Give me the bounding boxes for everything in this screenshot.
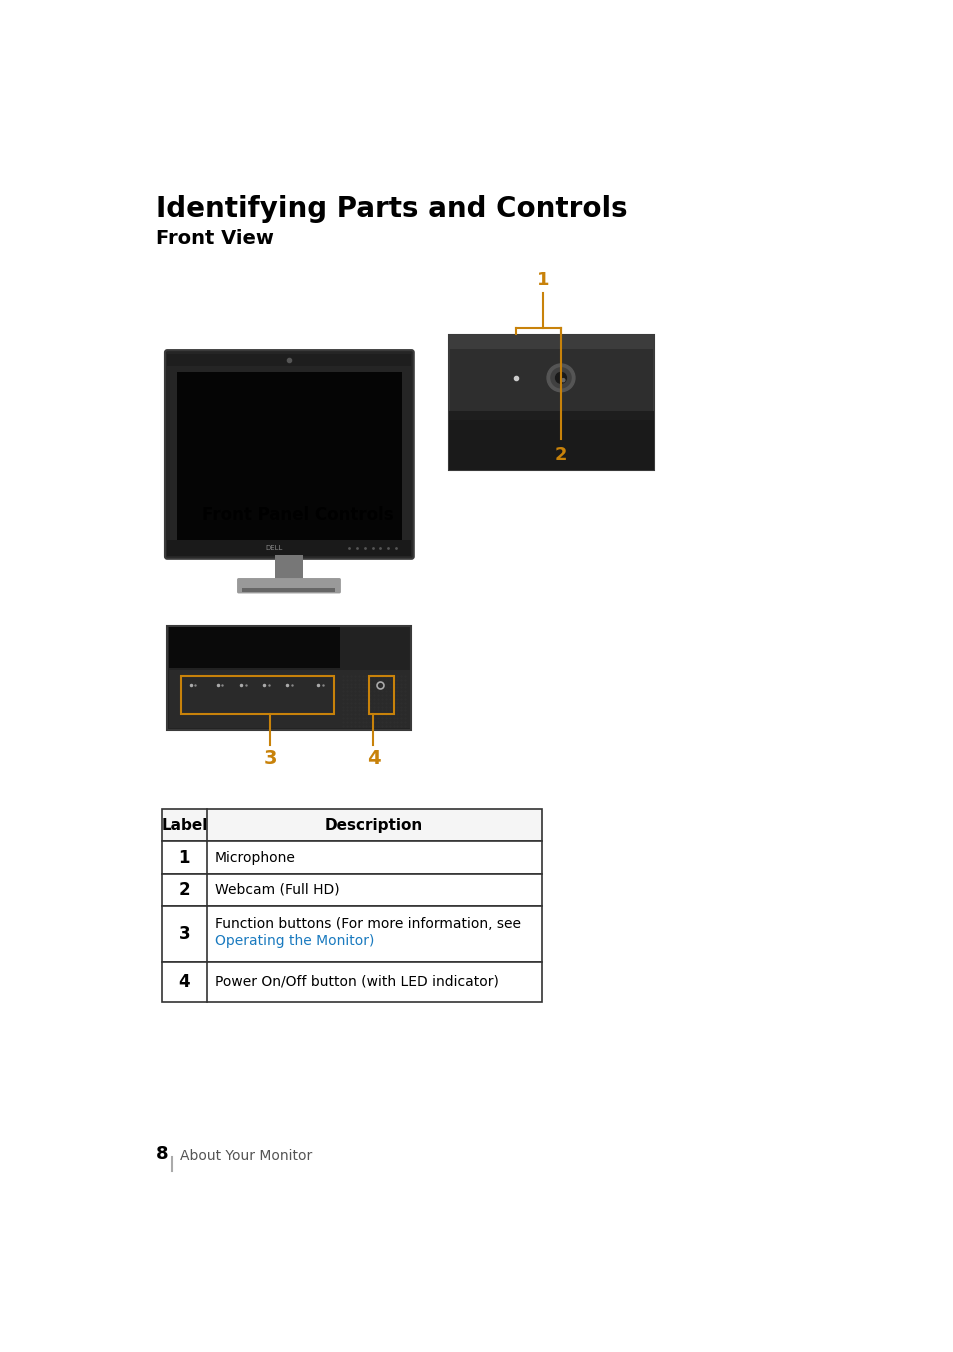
Text: 4: 4 xyxy=(178,972,190,991)
Text: DELL: DELL xyxy=(265,545,282,552)
Text: Description: Description xyxy=(325,818,423,833)
Bar xyxy=(448,420,654,470)
Text: Power On/Off button (with LED indicator): Power On/Off button (with LED indicator) xyxy=(214,975,497,988)
Text: 3: 3 xyxy=(263,749,276,768)
Text: About Your Monitor: About Your Monitor xyxy=(179,1149,312,1163)
Circle shape xyxy=(550,368,571,388)
Bar xyxy=(169,627,340,668)
Text: 8: 8 xyxy=(155,1145,168,1163)
Text: 1: 1 xyxy=(178,849,190,867)
Bar xyxy=(162,841,541,873)
Circle shape xyxy=(561,379,564,381)
Text: Front Panel Controls: Front Panel Controls xyxy=(201,507,393,525)
Bar xyxy=(448,335,654,349)
Bar xyxy=(167,626,411,730)
Text: Webcam (Full HD): Webcam (Full HD) xyxy=(214,883,339,896)
Bar xyxy=(162,961,541,1002)
Text: Function buttons (For more information, see: Function buttons (For more information, … xyxy=(214,917,520,930)
Bar xyxy=(162,906,541,961)
Text: Front View: Front View xyxy=(155,230,274,249)
Bar xyxy=(167,539,411,557)
Bar xyxy=(369,676,394,714)
Text: Operating the Monitor): Operating the Monitor) xyxy=(214,934,374,948)
Text: 4: 4 xyxy=(366,749,380,768)
Bar xyxy=(162,808,541,841)
Bar xyxy=(162,873,541,906)
Bar xyxy=(274,554,303,581)
Text: 3: 3 xyxy=(178,925,190,942)
Text: 2: 2 xyxy=(178,882,190,899)
FancyBboxPatch shape xyxy=(236,579,340,594)
Text: 1: 1 xyxy=(537,272,549,289)
FancyBboxPatch shape xyxy=(165,350,414,558)
Bar xyxy=(181,676,334,714)
Circle shape xyxy=(555,372,566,383)
Text: Label: Label xyxy=(161,818,208,833)
Text: Identifying Parts and Controls: Identifying Parts and Controls xyxy=(155,195,627,223)
Bar xyxy=(448,411,654,420)
Bar xyxy=(448,335,654,470)
Bar xyxy=(169,671,410,729)
Circle shape xyxy=(546,364,575,392)
Text: 2: 2 xyxy=(554,446,567,464)
Bar xyxy=(167,354,411,366)
Bar xyxy=(242,588,335,592)
Text: Microphone: Microphone xyxy=(214,850,295,864)
Bar xyxy=(176,372,402,539)
